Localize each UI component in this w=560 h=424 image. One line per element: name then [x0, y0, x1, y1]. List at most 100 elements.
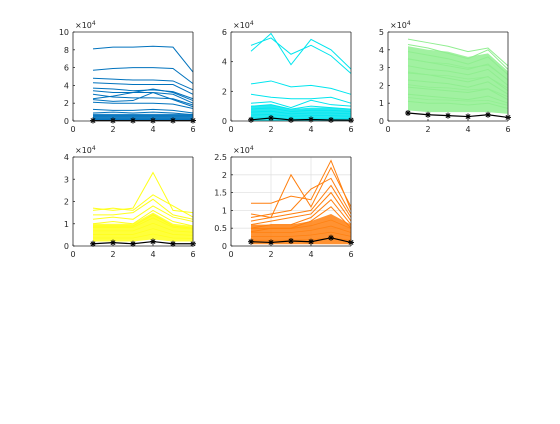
x-tick-label: 6 [190, 250, 195, 259]
y-tick-label: 5 [379, 28, 384, 37]
mean-marker [425, 111, 431, 118]
series-line-6 [407, 72, 509, 92]
series-line-4 [92, 82, 194, 95]
series-line-2 [250, 166, 352, 219]
y-tick-label: 2 [64, 198, 69, 207]
series-line-3 [407, 51, 509, 76]
x-tick-label: 4 [308, 125, 313, 134]
mean-marker [308, 238, 314, 245]
x-tick-label: 0 [70, 250, 75, 259]
y-tick-label: 2.5 [214, 153, 227, 162]
y-tick-label: 6 [64, 64, 69, 73]
x-tick-label: 0 [228, 250, 233, 259]
series-line-11 [92, 108, 194, 114]
x-tick-label: 2 [110, 250, 115, 259]
series-line-9 [407, 93, 509, 104]
y-tick-label: 6 [222, 28, 227, 37]
series-line-6 [93, 214, 194, 229]
y-tick-label: 4 [64, 153, 69, 162]
y-tick-label: 2 [64, 99, 69, 108]
x-tick-label: 6 [348, 250, 353, 259]
series-line-10 [92, 101, 194, 110]
series-band-strand [250, 110, 352, 115]
series-line-7 [407, 79, 509, 95]
series-line-7 [250, 206, 352, 233]
series-line-6 [92, 90, 194, 104]
y-tick-label: 0 [64, 242, 69, 251]
series-band-strand [250, 107, 352, 112]
y-tick-label: 0 [222, 117, 227, 126]
series-band-strand [407, 97, 509, 106]
series-line-9 [92, 91, 194, 108]
series-line-2 [92, 67, 194, 85]
series-line-1 [251, 159, 352, 211]
series-line-5 [407, 65, 509, 86]
series-line-5 [92, 209, 194, 227]
x-tick-label: 0 [228, 125, 233, 134]
series-line-6 [250, 104, 352, 110]
mean-marker [170, 117, 176, 124]
x-tick-label: 2 [110, 125, 115, 134]
y-tick-label: 0 [64, 117, 69, 126]
series-line-8 [92, 93, 194, 106]
series-line-1 [92, 45, 194, 73]
mean-marker [130, 117, 136, 124]
series-band-strand [250, 114, 352, 117]
series-line-10 [407, 100, 509, 110]
mean-line [407, 112, 509, 119]
series-line-2 [92, 194, 194, 218]
series-line-4 [407, 58, 509, 81]
y-tick-label: 0 [379, 117, 384, 126]
series-line-12 [92, 111, 194, 116]
mean-line [250, 117, 352, 121]
y-tick-label: 0 [222, 242, 227, 251]
series-line-6 [250, 198, 352, 229]
mean-marker [405, 109, 411, 116]
subplot-3: 0 2 4 6 0 1 2 3 4 5 ×104 [379, 20, 511, 134]
series-line-3 [92, 77, 194, 91]
series-line-2 [250, 37, 352, 74]
series-line-3 [93, 198, 194, 220]
y-tick-label: 1 [64, 220, 69, 229]
series-line-1 [92, 171, 194, 214]
exponent-label: ×104 [233, 20, 254, 30]
y-tick-label: 3 [64, 175, 69, 184]
mean-marker [328, 234, 334, 241]
series-line-8 [407, 86, 509, 101]
series-band-strand [93, 228, 194, 236]
mean-marker [288, 116, 294, 123]
series-line-4 [250, 184, 352, 222]
series-line-1 [407, 38, 509, 67]
mean-line [250, 237, 352, 244]
mean-marker [465, 113, 471, 120]
subplot-4: 0 2 4 6 0 1 2 3 4 ×104 [64, 145, 196, 259]
y-tick-label: 8 [64, 46, 69, 55]
y-tick-label: 1.5 [214, 189, 227, 198]
exponent-label: ×104 [75, 20, 96, 30]
series-line-4 [92, 205, 194, 223]
mean-marker [90, 117, 96, 124]
y-tick-label: 1 [379, 99, 384, 108]
subplot-1: 0 2 4 6 0 2 4 6 8 10 ×104 [59, 20, 196, 134]
series-line-1 [250, 32, 352, 70]
exponent-label: ×104 [390, 20, 411, 30]
y-tick-label: 4 [379, 46, 384, 55]
y-tick-label: 4 [64, 81, 69, 90]
series-line-5 [250, 191, 352, 226]
series-line-3 [250, 177, 352, 219]
x-tick-label: 2 [425, 125, 430, 134]
x-tick-label: 4 [308, 250, 313, 259]
mean-marker [485, 111, 491, 118]
mean-marker [328, 116, 334, 123]
x-tick-label: 6 [190, 125, 195, 134]
y-tick-label: 2 [379, 81, 384, 90]
mean-marker [288, 238, 294, 245]
series-band-strand [251, 225, 352, 233]
mean-marker [90, 240, 96, 247]
series-band-strand [93, 233, 194, 239]
series-band-strand [93, 217, 194, 230]
mean-marker [248, 238, 254, 245]
y-tick-label: 4 [222, 58, 227, 67]
